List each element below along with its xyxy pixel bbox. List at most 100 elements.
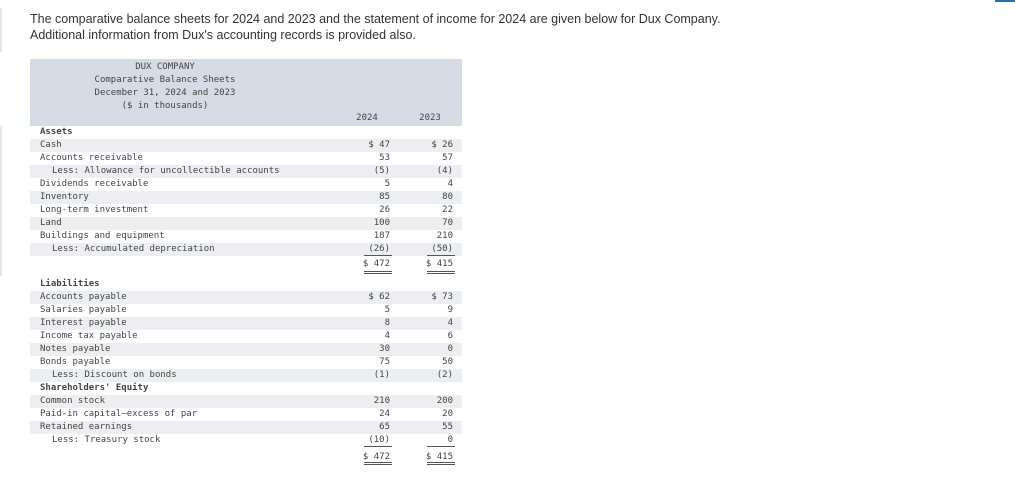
- table-row: Inventory 85 80: [30, 191, 462, 204]
- section-heading: Assets: [40, 127, 73, 137]
- table-row: Common stock 210 200: [30, 395, 462, 408]
- row-label: Income tax payable: [40, 331, 138, 341]
- row-label: Paid-in capital—excess of par: [40, 409, 198, 419]
- value-2023: 0: [447, 344, 453, 354]
- value-2023: 9: [447, 305, 453, 315]
- value-2023: 70: [442, 218, 453, 228]
- table-row: Income tax payable 4 6: [30, 330, 462, 343]
- value-2024: (26): [368, 244, 390, 254]
- row-label: Retained earnings: [40, 422, 133, 432]
- left-border-rule: [0, 8, 2, 52]
- table-row: Liabilities: [30, 278, 462, 291]
- value-2024: $ 62: [368, 292, 390, 302]
- total-double-rule: [364, 273, 392, 274]
- table-row: Less: Accumulated depreciation (26) (50): [30, 243, 462, 256]
- column-header-2023: 2023: [419, 113, 441, 123]
- total-rule: [427, 255, 455, 256]
- row-label: Less: Discount on bonds: [52, 370, 177, 380]
- value-2023: 22: [442, 205, 453, 215]
- intro-paragraph: The comparative balance sheets for 2024 …: [30, 11, 930, 43]
- row-label: Accounts payable: [40, 292, 127, 302]
- row-label: Accounts receivable: [40, 153, 143, 163]
- total-double-rule: [364, 271, 392, 272]
- table-row: Long-term investment 26 22: [30, 204, 462, 217]
- table-title: DUX COMPANY Comparative Balance Sheets D…: [30, 61, 300, 113]
- statement-name: Comparative Balance Sheets: [94, 75, 236, 85]
- total-double-rule: [427, 462, 455, 463]
- value-2023: 80: [442, 192, 453, 202]
- value-2024: $ 47: [368, 140, 390, 150]
- table-row: Paid-in capital—excess of par 24 20: [30, 408, 462, 421]
- table-row: Shareholders' Equity: [30, 382, 462, 395]
- row-label: Less: Treasury stock: [52, 435, 161, 445]
- table-row: $ 472 $ 415: [30, 451, 462, 464]
- left-border-rule: [0, 126, 2, 276]
- table-row: Dividends receivable 5 4: [30, 178, 462, 191]
- value-2023: 57: [442, 153, 453, 163]
- row-label: Inventory: [40, 192, 89, 202]
- statement-date: December 31, 2024 and 2023: [94, 88, 236, 98]
- table-row: $ 472 $ 415: [30, 258, 462, 271]
- value-2024: 4: [384, 331, 390, 341]
- value-2023: 6: [447, 331, 453, 341]
- row-label: Buildings and equipment: [40, 231, 165, 241]
- total-double-rule: [427, 464, 455, 465]
- total-double-rule: [364, 462, 392, 463]
- value-2024: $ 472: [362, 259, 390, 269]
- value-2023: $ 73: [431, 292, 453, 302]
- value-2023: $ 415: [425, 452, 453, 462]
- company-name: DUX COMPANY: [135, 62, 195, 72]
- row-label: Common stock: [40, 396, 106, 406]
- value-2023: 200: [436, 396, 453, 406]
- value-2023: 55: [442, 422, 453, 432]
- table-header-background: [30, 59, 462, 126]
- column-header-2024: 2024: [356, 113, 378, 123]
- value-2024: 85: [379, 192, 390, 202]
- section-heading: Shareholders' Equity: [40, 383, 149, 393]
- row-label: Cash: [40, 140, 62, 150]
- table-row: Land 100 70: [30, 217, 462, 230]
- units-note: ($ in thousands): [121, 101, 209, 111]
- value-2023: (50): [431, 244, 453, 254]
- intro-line-1: The comparative balance sheets for 2024 …: [30, 12, 721, 26]
- total-rule: [364, 255, 392, 256]
- value-2024: 26: [379, 205, 390, 215]
- value-2023: 4: [447, 179, 453, 189]
- value-2024: 30: [379, 344, 390, 354]
- value-2024: 187: [373, 231, 390, 241]
- table-row: Retained earnings 65 55: [30, 421, 462, 434]
- table-row: Salaries payable 5 9: [30, 304, 462, 317]
- total-double-rule: [427, 271, 455, 272]
- accent-mark: [995, 0, 1015, 2]
- row-label: Long-term investment: [40, 205, 149, 215]
- total-rule: [427, 446, 455, 447]
- row-label: Less: Accumulated depreciation: [52, 244, 215, 254]
- table-row: Less: Discount on bonds (1) (2): [30, 369, 462, 382]
- section-heading: Liabilities: [40, 279, 100, 289]
- value-2024: 75: [379, 357, 390, 367]
- value-2023: 210: [436, 231, 453, 241]
- value-2024: 210: [373, 396, 390, 406]
- table-row: Accounts payable $ 62 $ 73: [30, 291, 462, 304]
- table-row: Assets: [30, 126, 462, 139]
- table-row: Less: Treasury stock (10) 0: [30, 434, 462, 447]
- value-2023: 20: [442, 409, 453, 419]
- value-2024: 65: [379, 422, 390, 432]
- row-label: Dividends receivable: [40, 179, 149, 189]
- total-double-rule: [427, 273, 455, 274]
- row-label: Less: Allowance for uncollectible accoun…: [52, 166, 280, 176]
- value-2023: (4): [436, 166, 453, 176]
- row-label: Interest payable: [40, 318, 127, 328]
- row-label: Land: [40, 218, 62, 228]
- table-row: Buildings and equipment 187 210: [30, 230, 462, 243]
- table-row: Interest payable 8 4: [30, 317, 462, 330]
- value-2024: $ 472: [362, 452, 390, 462]
- value-2024: 100: [373, 218, 390, 228]
- value-2023: 4: [447, 318, 453, 328]
- value-2023: $ 26: [431, 140, 453, 150]
- row-label: Salaries payable: [40, 305, 127, 315]
- value-2024: (5): [373, 166, 390, 176]
- total-rule: [364, 446, 392, 447]
- table-row: Less: Allowance for uncollectible accoun…: [30, 165, 462, 178]
- value-2024: 24: [379, 409, 390, 419]
